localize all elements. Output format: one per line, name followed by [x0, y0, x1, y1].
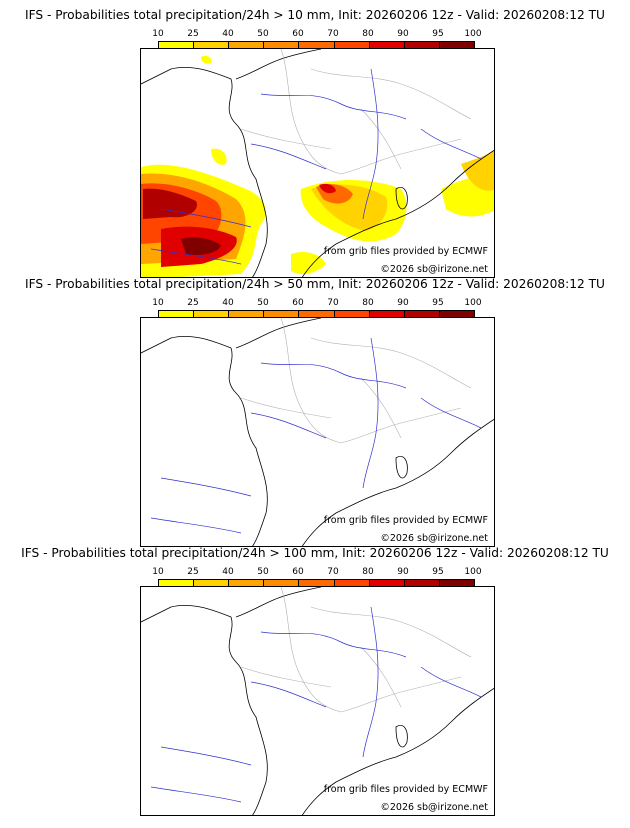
colorbar-label: 40 [222, 298, 234, 308]
colorbar-swatch [404, 42, 440, 48]
colorbar-label: 60 [292, 29, 304, 39]
colorbar-swatch [369, 311, 405, 317]
coastlines [141, 587, 494, 815]
colorbar-label: 70 [327, 567, 339, 577]
colorbar-swatch [334, 311, 370, 317]
colorbar-label: 100 [464, 298, 482, 308]
panel-title: IFS - Probabilities total precipitation/… [25, 277, 605, 291]
colorbar-swatch [264, 311, 300, 317]
colorbar-label: 70 [327, 29, 339, 39]
colorbar-label: 25 [187, 29, 199, 39]
coastlines [141, 318, 494, 546]
copyright-credit: ©2026 sb@irizone.net [380, 264, 488, 275]
colorbar-label: 40 [222, 567, 234, 577]
colorbar-label: 90 [397, 29, 409, 39]
colorbar-label: 95 [432, 29, 444, 39]
colorbar-label: 95 [432, 298, 444, 308]
colorbar-swatch [194, 42, 230, 48]
copyright-credit: ©2026 sb@irizone.net [380, 533, 488, 544]
colorbar-swatch [194, 580, 230, 586]
colorbar-swatch [439, 580, 474, 586]
colorbar-swatch [439, 42, 474, 48]
map-panel-10mm: IFS - Probabilities total precipitation/… [0, 8, 630, 278]
colorbar-label: 10 [152, 298, 164, 308]
rivers [150, 337, 482, 534]
colorbar-swatch [299, 42, 335, 48]
colorbar-swatch [159, 580, 195, 586]
colorbar-swatch [264, 580, 300, 586]
colorbar-label: 90 [397, 567, 409, 577]
colorbar-swatch [159, 42, 195, 48]
colorbar-labels: 10 25 40 50 60 70 80 90 95 100 [152, 567, 482, 577]
map-panel-50mm: IFS - Probabilities total precipitation/… [0, 277, 630, 547]
source-credit: from grib files provided by ECMWF [323, 784, 488, 795]
colorbar-swatch [159, 311, 195, 317]
colorbar-label: 100 [464, 29, 482, 39]
colorbar-swatch [229, 580, 265, 586]
colorbar-label: 10 [152, 567, 164, 577]
colorbar-labels: 10 25 40 50 60 70 80 90 95 100 [152, 29, 482, 39]
colorbar-label: 90 [397, 298, 409, 308]
colorbar-label: 80 [362, 567, 374, 577]
precip-map: from grib files provided by ECMWF ©2026 … [140, 48, 495, 278]
colorbar-swatch [334, 42, 370, 48]
source-credit: from grib files provided by ECMWF [323, 246, 488, 257]
coastlines [141, 49, 494, 277]
colorbar-label: 25 [187, 298, 199, 308]
colorbar-swatch [369, 42, 405, 48]
colorbar-label: 50 [257, 567, 269, 577]
map-canvas [141, 49, 494, 277]
colorbar-swatch [404, 311, 440, 317]
precip-map: from grib files provided by ECMWF ©2026 … [140, 317, 495, 547]
colorbar-label: 60 [292, 567, 304, 577]
colorbar-swatch [299, 580, 335, 586]
colorbar-label: 40 [222, 29, 234, 39]
colorbar-labels: 10 25 40 50 60 70 80 90 95 100 [152, 298, 482, 308]
colorbar-swatch [404, 580, 440, 586]
precip-map: from grib files provided by ECMWF ©2026 … [140, 586, 495, 816]
colorbar-label: 60 [292, 298, 304, 308]
colorbar-label: 95 [432, 567, 444, 577]
map-canvas [141, 587, 494, 815]
source-credit: from grib files provided by ECMWF [323, 515, 488, 526]
colorbar-swatch [229, 42, 265, 48]
colorbar-label: 70 [327, 298, 339, 308]
colorbar-swatch [194, 311, 230, 317]
colorbar-label: 10 [152, 29, 164, 39]
colorbar-label: 50 [257, 298, 269, 308]
colorbar-swatch [229, 311, 265, 317]
colorbar-swatch [369, 580, 405, 586]
colorbar-label: 80 [362, 298, 374, 308]
colorbar-swatch [334, 580, 370, 586]
colorbar-label: 80 [362, 29, 374, 39]
map-canvas [141, 318, 494, 546]
colorbar-label: 100 [464, 567, 482, 577]
panel-title: IFS - Probabilities total precipitation/… [21, 546, 609, 560]
colorbar-swatch [264, 42, 300, 48]
copyright-credit: ©2026 sb@irizone.net [380, 802, 488, 813]
borders [240, 587, 472, 713]
rivers [150, 68, 482, 265]
map-panel-100mm: IFS - Probabilities total precipitation/… [0, 546, 630, 828]
colorbar-swatch [439, 311, 474, 317]
rivers [150, 606, 482, 803]
precip-field [141, 55, 494, 277]
colorbar-swatch [299, 311, 335, 317]
borders [240, 318, 472, 444]
panel-title: IFS - Probabilities total precipitation/… [25, 8, 605, 22]
borders [240, 49, 472, 175]
colorbar-label: 25 [187, 567, 199, 577]
colorbar-label: 50 [257, 29, 269, 39]
